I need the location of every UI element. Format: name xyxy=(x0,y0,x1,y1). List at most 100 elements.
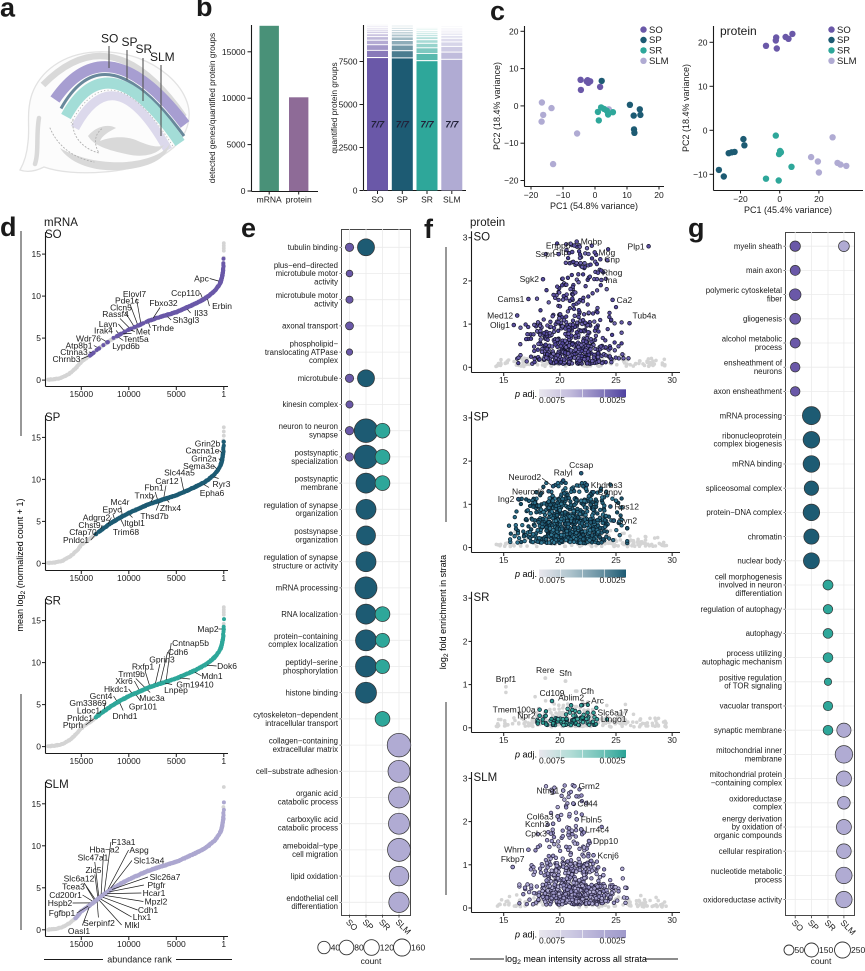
svg-text:3: 3 xyxy=(463,593,468,603)
svg-text:Sspn: Sspn xyxy=(535,249,555,259)
svg-text:5000: 5000 xyxy=(167,756,186,766)
svg-text:Plp1: Plp1 xyxy=(628,241,645,251)
svg-text:Mdn1: Mdn1 xyxy=(201,671,223,681)
svg-text:Aspg: Aspg xyxy=(129,845,149,855)
svg-text:25: 25 xyxy=(611,375,621,385)
svg-text:15000: 15000 xyxy=(69,389,93,399)
svg-text:d: d xyxy=(0,212,17,242)
svg-text:50: 50 xyxy=(795,945,805,955)
svg-text:Muc3a: Muc3a xyxy=(139,693,165,703)
svg-text:Gltp: Gltp xyxy=(553,247,569,257)
svg-text:Sh3gl3: Sh3gl3 xyxy=(173,315,200,325)
svg-text:7/7: 7/7 xyxy=(371,120,385,131)
svg-text:SLM: SLM xyxy=(443,195,460,205)
svg-text:Pnldc1: Pnldc1 xyxy=(63,535,89,545)
svg-text:lipid oxidation: lipid oxidation xyxy=(291,872,338,881)
svg-text:Fbxo32: Fbxo32 xyxy=(149,298,178,308)
svg-text:nuclear body: nuclear body xyxy=(737,557,782,566)
svg-text:0: 0 xyxy=(36,925,41,935)
svg-text:10: 10 xyxy=(32,474,42,484)
svg-text:Apc: Apc xyxy=(194,274,209,284)
svg-text:synapse: synapse xyxy=(309,431,338,440)
svg-text:p adj.: p adj. xyxy=(514,569,537,579)
svg-text:membrane: membrane xyxy=(301,483,338,492)
svg-text:activity: activity xyxy=(314,278,338,287)
svg-text:axon ensheathment: axon ensheathment xyxy=(714,387,783,396)
svg-text:specialization: specialization xyxy=(291,457,338,466)
svg-text:count: count xyxy=(811,956,832,966)
svg-text:0: 0 xyxy=(463,362,468,372)
svg-text:autophagic mechanism: autophagic mechanism xyxy=(702,658,782,667)
svg-text:axonal transport: axonal transport xyxy=(282,322,339,331)
svg-text:PC2 (18.4% variance): PC2 (18.4% variance) xyxy=(492,62,502,150)
svg-text:SLM: SLM xyxy=(649,56,669,67)
svg-text:Ina: Ina xyxy=(605,275,617,285)
svg-text:10: 10 xyxy=(32,658,42,668)
svg-text:−10: −10 xyxy=(693,169,708,179)
svg-text:3: 3 xyxy=(463,233,468,243)
svg-text:5000: 5000 xyxy=(167,939,186,949)
svg-text:complex localization: complex localization xyxy=(268,640,338,649)
svg-text:1: 1 xyxy=(221,389,226,399)
svg-text:0: 0 xyxy=(36,742,41,752)
svg-text:organic compounds: organic compounds xyxy=(714,831,782,840)
svg-text:5000: 5000 xyxy=(227,140,246,150)
svg-text:Tnxb: Tnxb xyxy=(135,491,154,501)
svg-text:7/7: 7/7 xyxy=(420,120,434,131)
svg-text:Map2: Map2 xyxy=(197,624,219,634)
svg-text:0: 0 xyxy=(593,190,598,200)
svg-text:Cnp: Cnp xyxy=(604,254,620,264)
svg-text:cell migration: cell migration xyxy=(292,850,338,859)
svg-text:10: 10 xyxy=(509,64,519,74)
svg-text:cell−substrate adhesion: cell−substrate adhesion xyxy=(256,767,338,776)
svg-text:catabolic process: catabolic process xyxy=(278,824,338,833)
svg-text:PC1 (45.4% variance): PC1 (45.4% variance) xyxy=(744,205,832,215)
svg-text:Epha6: Epha6 xyxy=(200,488,225,498)
svg-text:catabolic process: catabolic process xyxy=(278,797,338,806)
svg-text:20: 20 xyxy=(555,555,565,565)
svg-text:15: 15 xyxy=(32,799,42,809)
svg-text:Ptprh: Ptprh xyxy=(63,720,84,730)
svg-text:b: b xyxy=(196,0,213,22)
svg-text:20: 20 xyxy=(814,194,824,204)
svg-text:kinesin complex: kinesin complex xyxy=(283,400,339,409)
svg-text:10000: 10000 xyxy=(117,389,141,399)
svg-text:SO: SO xyxy=(101,32,118,46)
svg-text:membrane: membrane xyxy=(745,754,782,763)
svg-text:microtubule: microtubule xyxy=(298,374,338,383)
svg-text:SR: SR xyxy=(421,195,433,205)
svg-text:0: 0 xyxy=(514,101,519,111)
svg-text:5000: 5000 xyxy=(167,389,186,399)
svg-text:5000: 5000 xyxy=(339,100,358,110)
svg-text:0: 0 xyxy=(777,194,782,204)
svg-text:fiber: fiber xyxy=(767,295,783,304)
svg-text:−containing complex: −containing complex xyxy=(711,779,782,788)
svg-text:Gm19410: Gm19410 xyxy=(176,680,214,690)
svg-text:Trim68: Trim68 xyxy=(113,527,139,537)
svg-text:Cenpv: Cenpv xyxy=(598,487,623,497)
svg-text:SP: SP xyxy=(837,35,850,46)
svg-text:RNA localization: RNA localization xyxy=(281,610,338,619)
svg-text:differentiation: differentiation xyxy=(735,589,782,598)
svg-text:Olig1: Olig1 xyxy=(490,320,510,330)
svg-text:Cams1: Cams1 xyxy=(497,294,524,304)
svg-text:Slc13a4: Slc13a4 xyxy=(134,856,165,866)
svg-text:Erbin: Erbin xyxy=(212,301,232,311)
svg-text:3: 3 xyxy=(463,413,468,423)
svg-text:cellular respiration: cellular respiration xyxy=(719,847,782,856)
svg-text:SLM: SLM xyxy=(45,779,69,791)
svg-text:Syn2: Syn2 xyxy=(618,516,638,526)
svg-text:detected genes/quantified prot: detected genes/quantified protein groups xyxy=(207,33,217,183)
svg-text:protein: protein xyxy=(470,217,505,229)
svg-text:15: 15 xyxy=(499,735,509,745)
svg-text:5000: 5000 xyxy=(167,573,186,583)
svg-text:5: 5 xyxy=(36,700,41,710)
svg-text:15: 15 xyxy=(32,249,42,259)
svg-text:Sgk2: Sgk2 xyxy=(520,274,540,284)
svg-text:process: process xyxy=(755,343,782,352)
svg-text:c: c xyxy=(490,0,505,26)
svg-text:Rassf4: Rassf4 xyxy=(102,309,129,319)
svg-text:SR: SR xyxy=(45,596,61,608)
svg-text:Gpr101: Gpr101 xyxy=(129,702,158,712)
svg-text:a: a xyxy=(0,0,16,23)
